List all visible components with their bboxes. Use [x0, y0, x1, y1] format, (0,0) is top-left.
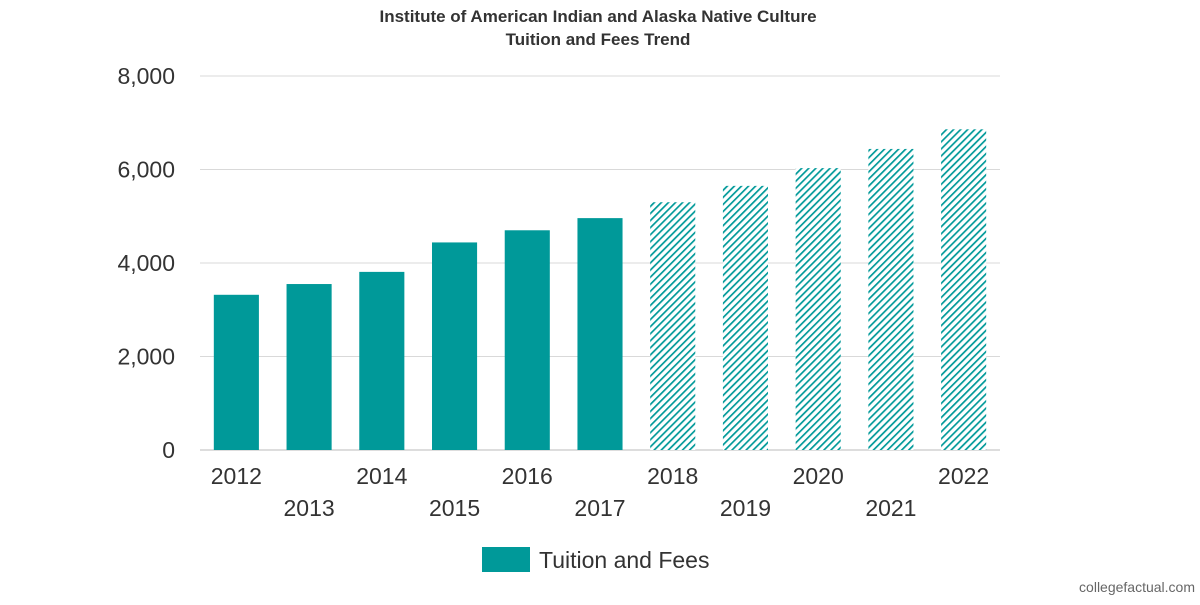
bar-projected — [941, 129, 987, 451]
y-tick-label: 2,000 — [117, 344, 175, 370]
bar-projected — [722, 185, 768, 451]
y-tick-label: 0 — [162, 437, 175, 463]
x-tick-label: 2015 — [429, 495, 480, 521]
x-axis: 2012 2013 2014 2015 2016 2017 2018 2019 2020 2021… — [211, 463, 989, 521]
x-tick-label: 2017 — [574, 495, 625, 521]
legend: Tuition and Fees — [482, 547, 709, 573]
x-tick-label: 2019 — [720, 495, 771, 521]
x-tick-label: 2014 — [356, 463, 407, 489]
bar — [504, 230, 550, 450]
y-tick-label: 6,000 — [117, 157, 175, 183]
bar — [577, 218, 623, 450]
legend-swatch — [482, 547, 530, 572]
y-tick-label: 8,000 — [117, 63, 175, 89]
bar — [432, 242, 478, 450]
x-tick-label: 2021 — [865, 495, 916, 521]
bar-projected — [650, 202, 696, 450]
x-tick-label: 2013 — [284, 495, 335, 521]
x-tick-label: 2022 — [938, 463, 989, 489]
y-axis: 0 2,000 4,000 6,000 8,000 — [117, 63, 175, 463]
bar — [213, 294, 259, 450]
y-tick-label: 4,000 — [117, 250, 175, 276]
chart-subtitle: Tuition and Fees Trend — [506, 30, 691, 49]
bar-projected — [795, 168, 841, 450]
legend-label: Tuition and Fees — [539, 547, 709, 573]
bar — [359, 271, 405, 450]
x-tick-label: 2016 — [502, 463, 553, 489]
x-tick-label: 2012 — [211, 463, 262, 489]
chart-title: Institute of American Indian and Alaska … — [379, 7, 816, 26]
bar — [286, 284, 332, 450]
x-tick-label: 2020 — [793, 463, 844, 489]
x-tick-label: 2018 — [647, 463, 698, 489]
watermark: collegefactual.com — [1079, 579, 1195, 595]
bars-layer — [213, 129, 987, 451]
bar-projected — [868, 148, 914, 450]
